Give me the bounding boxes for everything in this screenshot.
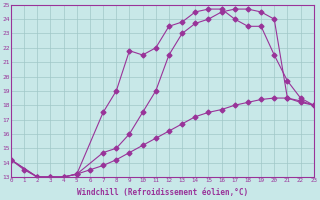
X-axis label: Windchill (Refroidissement éolien,°C): Windchill (Refroidissement éolien,°C) [77,188,248,197]
